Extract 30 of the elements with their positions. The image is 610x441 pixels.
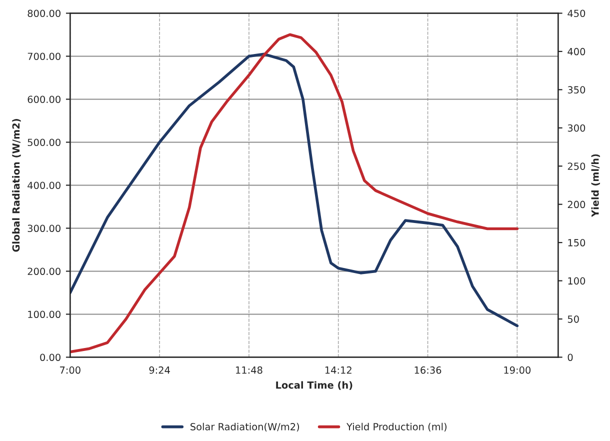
y2-tick-label: 200 xyxy=(568,200,586,208)
y-tick-label: 800.00 xyxy=(28,10,60,18)
y2-tick-label: 150 xyxy=(568,239,586,246)
x-tick-label: 7:00 xyxy=(60,366,80,374)
y2-tick-label: 300 xyxy=(568,124,586,132)
x-tick-label: 14:12 xyxy=(325,366,352,374)
y-tick-label: 500.00 xyxy=(28,138,60,146)
y-tick-label: 600.00 xyxy=(28,96,60,104)
y2-tick-label: 100 xyxy=(568,277,586,285)
x-axis-title: Local Time (h) xyxy=(276,381,352,390)
x-tick-label: 11:48 xyxy=(236,366,262,374)
legend-label: Solar Radiation(W/m2) xyxy=(190,422,300,432)
y-tick-label: 0.00 xyxy=(40,354,60,362)
y2-tick-label: 0 xyxy=(568,354,573,362)
y-tick-label: 100.00 xyxy=(28,310,60,318)
y2-axis-title: Yield (ml/h) xyxy=(591,154,600,218)
y2-tick-label: 50 xyxy=(568,315,579,323)
x-tick-label: 16:36 xyxy=(414,366,442,374)
y-tick-label: 300.00 xyxy=(28,224,60,232)
legend-label: Yield Production (ml) xyxy=(346,422,446,432)
y2-tick-label: 450 xyxy=(568,10,586,18)
y2-tick-label: 350 xyxy=(568,86,586,94)
y-tick-label: 700.00 xyxy=(28,52,60,60)
y-axis-title: Global Radiation (W/m2) xyxy=(12,118,21,252)
y2-tick-label: 400 xyxy=(568,48,586,56)
y-tick-label: 400.00 xyxy=(28,182,60,190)
x-tick-label: 9:24 xyxy=(149,366,170,374)
y-tick-label: 200.00 xyxy=(28,268,60,276)
y2-tick-label: 250 xyxy=(568,162,586,170)
x-tick-label: 19:00 xyxy=(504,366,531,374)
